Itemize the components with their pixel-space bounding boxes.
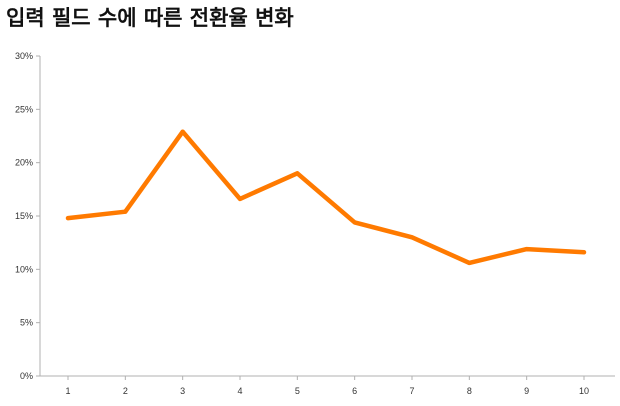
chart-title: 입력 필드 수에 따른 전환율 변화 — [6, 6, 294, 30]
x-tick-label: 6 — [352, 386, 357, 396]
y-tick-label: 15% — [15, 211, 33, 221]
y-tick-label: 5% — [20, 318, 33, 328]
data-point — [467, 260, 472, 265]
x-tick-label: 9 — [524, 386, 529, 396]
y-tick-label: 20% — [15, 158, 33, 168]
data-point — [123, 209, 128, 214]
x-tick-label: 1 — [65, 386, 70, 396]
x-axis: 1 2 3 4 5 6 7 8 9 10 — [40, 375, 615, 396]
data-point — [238, 196, 242, 201]
x-tick-label: 7 — [409, 386, 414, 396]
y-axis: 0% 5% 10% 15% 20% 25% 30% — [15, 51, 41, 381]
data-point — [66, 216, 70, 221]
x-tick-label: 3 — [180, 386, 185, 396]
x-tick-label: 4 — [237, 386, 242, 396]
x-tick-label: 5 — [295, 386, 300, 396]
x-tick-label: 10 — [579, 386, 589, 396]
data-point — [410, 235, 414, 240]
x-tick-label: 8 — [467, 386, 472, 396]
data-point — [524, 247, 529, 252]
data-point — [295, 171, 300, 176]
data-point — [352, 220, 357, 225]
y-tick-label: 10% — [15, 264, 33, 274]
series-group — [65, 129, 587, 266]
y-tick-label: 25% — [15, 104, 33, 114]
y-tick-label: 0% — [20, 371, 33, 381]
x-tick-label: 2 — [123, 386, 128, 396]
y-tick-label: 30% — [15, 51, 33, 61]
data-point — [180, 129, 185, 134]
series-line — [65, 129, 587, 266]
data-point — [582, 250, 586, 255]
